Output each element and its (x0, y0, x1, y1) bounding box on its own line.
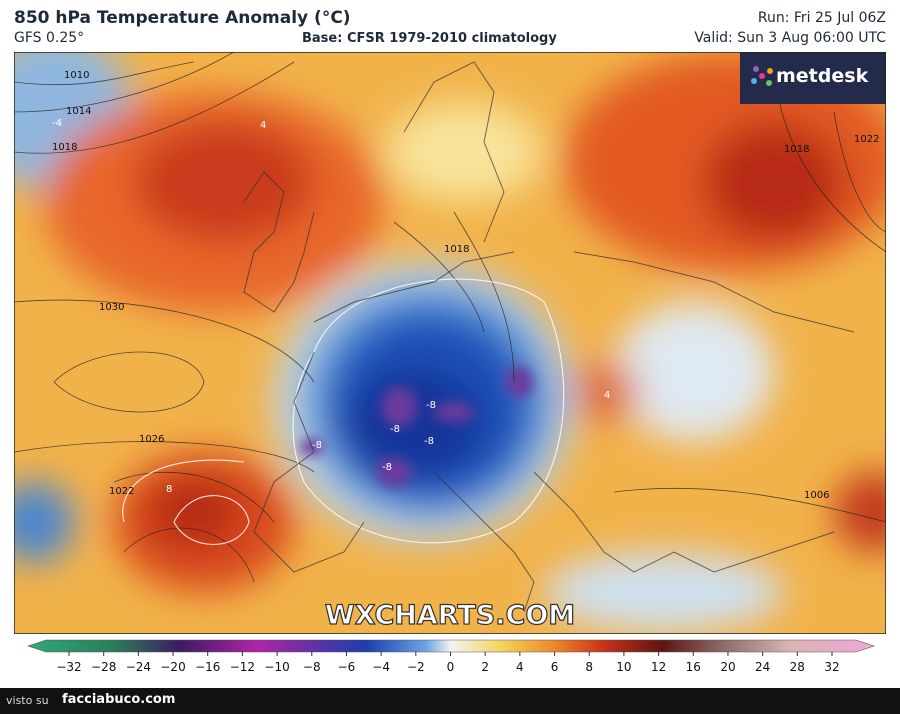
colorbar-tick-label: 4 (516, 660, 524, 674)
footer-prefix: visto su (6, 694, 49, 707)
run: Run: Fri 25 Jul 06Z (757, 10, 886, 26)
colorbar-tick-label: −28 (91, 660, 116, 674)
colorbar-tick-label: 8 (585, 660, 593, 674)
colorbar-tick-label: −8 (303, 660, 321, 674)
colorbar-tick-label: −12 (230, 660, 255, 674)
colorbar-tick-label: 16 (686, 660, 701, 674)
isobar-label: 1026 (139, 434, 164, 445)
anomaly-label: -8 (312, 440, 322, 451)
colorbar-tick-label: 2 (481, 660, 489, 674)
colorbar-tick-label: 24 (755, 660, 770, 674)
colorbar-tick-label: 10 (616, 660, 631, 674)
anomaly-label: 8 (166, 484, 172, 495)
model: GFS 0.25° (14, 30, 85, 46)
colorbar-tick-label: 32 (824, 660, 839, 674)
isobar-label: 1010 (64, 70, 89, 81)
logo: metdesk (776, 65, 869, 87)
footer-site: facciabuco.com (62, 692, 176, 707)
footer: visto su facciabuco.com (0, 688, 900, 714)
colorbar-tick-label: −24 (126, 660, 151, 674)
colorbar-tick-label: 12 (651, 660, 666, 674)
isobar-label: 1018 (52, 142, 77, 153)
anomaly-label: -8 (424, 436, 434, 447)
isobar-label: 1022 (854, 134, 879, 145)
map: 1010 1014 1018 1030 1026 1022 1018 1006 1018 1022… (14, 52, 886, 634)
anomaly-label: -8 (382, 462, 392, 473)
colorbar-tick-label: 0 (447, 660, 455, 674)
colorbar-tick-label: −10 (264, 660, 289, 674)
colorbar-tick-label: −20 (160, 660, 185, 674)
colorbar-tick-label: −4 (372, 660, 390, 674)
isobar-label: 1006 (804, 490, 829, 501)
isobar-label: 1018 (444, 244, 469, 255)
base: Base: CFSR 1979-2010 climatology (302, 31, 557, 46)
colorbar-tick-label: −32 (56, 660, 81, 674)
anomaly-label: -8 (426, 400, 436, 411)
colorbar-tick-label: −16 (195, 660, 220, 674)
isobar-label: 1014 (66, 106, 91, 117)
anomaly-label: 4 (604, 390, 610, 401)
watermark: WXCHARTS.COM (325, 600, 575, 631)
isobar-label: 1030 (99, 302, 124, 313)
title: 850 hPa Temperature Anomaly (°C) (14, 8, 351, 28)
colorbar-scale (27, 639, 875, 653)
valid: Valid: Sun 3 Aug 06:00 UTC (694, 30, 886, 46)
colorbar: −32 −28 −24 −20 −16 −12 −10 −8 −6 −4 −2 0 2 4 6 8 10 12 16… (27, 639, 875, 674)
anomaly-label: -8 (390, 424, 400, 435)
colorbar-tick-label: −6 (338, 660, 356, 674)
isobar-label: 1022 (109, 486, 134, 497)
anomaly-label: 4 (260, 120, 266, 131)
isobar-label: 1018 (784, 144, 809, 155)
anomaly-label: -4 (52, 118, 62, 129)
colorbar-tick-label: 6 (551, 660, 559, 674)
colorbar-tick-label: −2 (407, 660, 425, 674)
colorbar-tick-label: 28 (790, 660, 805, 674)
colorbar-tick-label: 20 (720, 660, 735, 674)
